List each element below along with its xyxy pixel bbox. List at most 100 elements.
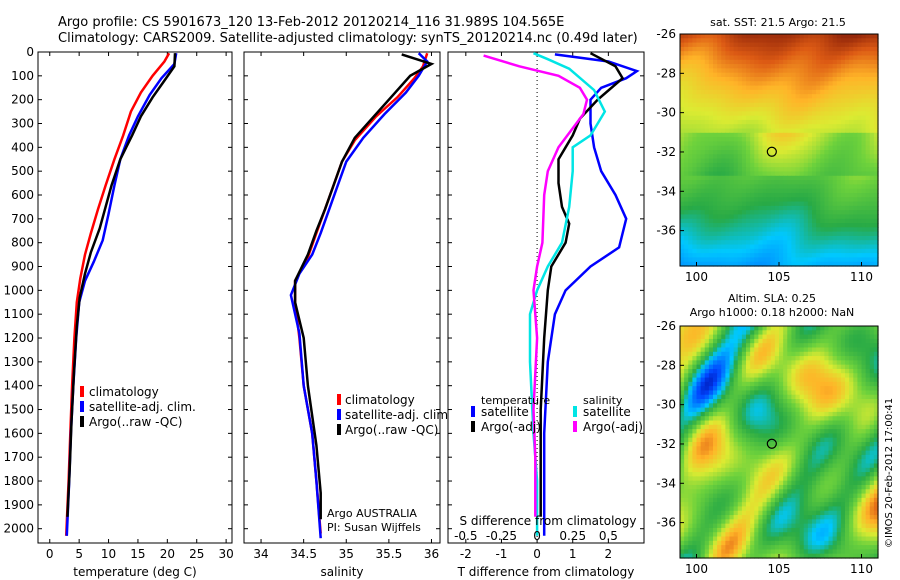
panel-difference: -2 -1 0 1 2 T difference from climatology temp…	[447, 51, 645, 579]
x-tick-label: -2	[460, 547, 472, 561]
x-tick-label: 1	[569, 547, 577, 561]
legend-label: Argo(-adj)	[583, 420, 643, 434]
y-tick-label: 1900	[3, 498, 34, 512]
legend-label: climatology	[89, 385, 159, 399]
y-tick-label: -30	[656, 398, 676, 412]
y-tick-label: 1000	[3, 283, 34, 297]
header-line2: Climatology: CARS2009. Satellite-adjuste…	[58, 31, 638, 46]
legend-swatch	[471, 406, 475, 417]
legend-swatch	[471, 421, 475, 432]
x-tick-label: 105	[768, 270, 791, 284]
legend-swatch	[337, 424, 341, 435]
plot-frame	[37, 51, 233, 544]
legend-swatch	[80, 386, 84, 397]
legend-label: Argo(-adj)	[481, 420, 541, 434]
x-tick-label: 110	[850, 270, 873, 284]
panel-temperature: 0 5 10 15 20 25 300100200300400500600700800900…	[3, 45, 233, 579]
y-tick-label: 700	[11, 212, 34, 226]
legend-swatch	[337, 409, 341, 420]
top-tick-label: 0.5	[599, 529, 618, 543]
x-tick-label: 100	[685, 270, 708, 284]
map-sst_map: 100 105 110 -26 -28 -30 -32 -34 -36 sat. SST: 21.…	[656, 16, 879, 284]
y-tick-label: 400	[11, 140, 34, 154]
map-sla_map: 100 105 110 -26 -28 -30 -32 -34 -36 Altim. SLA: 0…	[656, 292, 879, 576]
x-tick-label: 2	[605, 547, 613, 561]
x-axis-label: T difference from climatology	[457, 565, 635, 579]
legend-swatch	[573, 406, 577, 417]
y-tick-label: -28	[656, 358, 676, 372]
legend-title: salinity	[583, 394, 623, 407]
series-argo-adj--line	[483, 54, 589, 517]
y-tick-label: -36	[656, 224, 676, 238]
legend-label: satellite-adj. clim.	[345, 408, 452, 422]
y-tick-label: 600	[11, 188, 34, 202]
x-tick-label: 20	[160, 547, 175, 561]
annotation-line: PI: Susan Wijffels	[327, 521, 421, 534]
legend-swatch	[337, 394, 341, 405]
top-tick-label: -0.5	[454, 529, 477, 543]
y-tick-label: -28	[656, 66, 676, 80]
y-tick-label: -32	[656, 437, 676, 451]
legend-title: temperature	[481, 394, 550, 407]
y-tick-label: 300	[11, 117, 34, 131]
y-tick-label: 1300	[3, 355, 34, 369]
map-title: sat. SST: 21.5 Argo: 21.5	[710, 16, 846, 29]
plot-frame	[243, 51, 441, 544]
x-tick-label: 36	[424, 547, 439, 561]
y-tick-label: -26	[656, 319, 676, 333]
x-axis-label: temperature (deg C)	[73, 565, 196, 579]
series-argo-raw-qc--line	[293, 53, 435, 520]
top-tick-label: -0.25	[486, 529, 517, 543]
x-tick-label: 25	[189, 547, 204, 561]
y-tick-label: 800	[11, 236, 34, 250]
y-tick-label: -30	[656, 106, 676, 120]
x-tick-label: 100	[685, 562, 708, 576]
series-argo-adj--line	[539, 52, 625, 517]
header-line1: Argo profile: CS 5901673_120 13-Feb-2012…	[58, 15, 564, 30]
x-tick-label: 35.5	[376, 547, 403, 561]
top-axis-label: S difference from climatology	[460, 514, 637, 528]
series-satellite-adj-clim--line	[289, 52, 429, 539]
x-tick-label: 10	[101, 547, 116, 561]
x-tick-label: 35	[339, 547, 354, 561]
y-tick-label: -34	[656, 476, 676, 490]
x-tick-label: 34.5	[290, 547, 317, 561]
y-tick-label: 100	[11, 69, 34, 83]
y-tick-label: -32	[656, 145, 676, 159]
series-argo-raw-qc--line	[66, 53, 177, 517]
legend-label: satellite	[583, 405, 631, 419]
y-tick-label: 200	[11, 93, 34, 107]
plot-frame	[447, 51, 645, 544]
x-tick-label: 15	[130, 547, 145, 561]
legend-label: satellite	[481, 405, 529, 419]
x-tick-label: 105	[768, 562, 791, 576]
series-satellite-line	[528, 52, 607, 536]
x-tick-label: -1	[495, 547, 507, 561]
y-tick-label: 500	[11, 164, 34, 178]
y-tick-label: 1200	[3, 331, 34, 345]
y-tick-label: -36	[656, 516, 676, 530]
legend-swatch	[80, 416, 84, 427]
top-tick-label: 0.25	[559, 529, 586, 543]
x-tick-label: 110	[850, 562, 873, 576]
y-tick-label: -34	[656, 184, 676, 198]
x-tick-label: 0	[46, 547, 54, 561]
y-tick-label: 1600	[3, 426, 34, 440]
series-satellite-line	[542, 53, 640, 536]
x-tick-label: 0	[533, 547, 541, 561]
y-tick-label: 0	[26, 45, 34, 59]
x-tick-label: 5	[75, 547, 83, 561]
y-tick-label: 2000	[3, 522, 34, 536]
map-title: Altim. SLA: 0.25	[728, 292, 816, 305]
x-tick-label: 34	[253, 547, 268, 561]
x-axis-label: salinity	[320, 565, 363, 579]
y-tick-label: 900	[11, 260, 34, 274]
y-tick-label: 1400	[3, 379, 34, 393]
legend-swatch	[573, 421, 577, 432]
legend-label: Argo(..raw -QC)	[89, 415, 182, 429]
top-tick-label: 0	[533, 529, 541, 543]
y-tick-label: 1500	[3, 403, 34, 417]
legend-label: satellite-adj. clim.	[89, 400, 196, 414]
y-tick-label: 1100	[3, 307, 34, 321]
